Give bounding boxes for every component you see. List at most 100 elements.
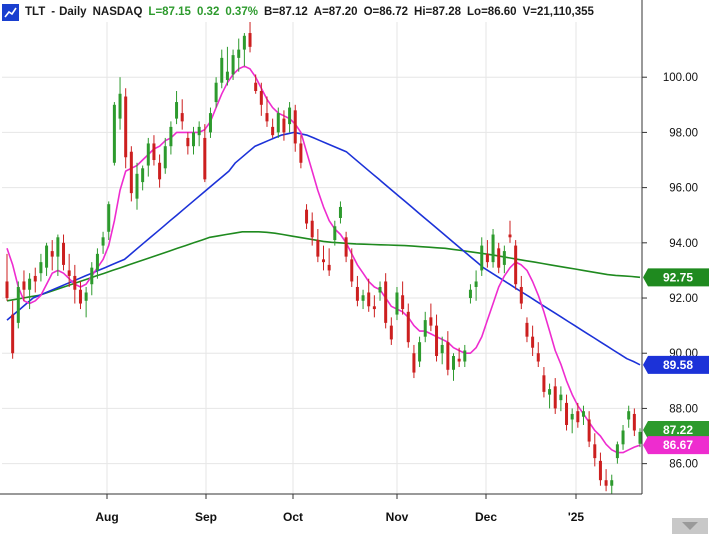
candle-body [525,322,529,337]
candle [95,248,99,279]
candle [124,88,128,169]
candle-body [95,253,99,271]
candle-body [418,342,422,362]
candle [587,411,591,448]
candle [338,201,342,224]
change-percent: 0.37% [225,6,258,18]
candle [180,99,184,130]
candle [203,124,207,183]
bid-price: B=87.12 [263,6,308,18]
candle-body [508,234,512,238]
candle [146,137,150,177]
candle-body [344,237,348,257]
candle [254,74,258,94]
candle [423,311,427,343]
candle [208,107,212,138]
candle-body [248,33,252,47]
candle-body [497,248,501,268]
candle-body [632,413,636,431]
candle-body [276,113,280,133]
candle [22,270,26,301]
candle-body [112,104,116,163]
candle-body [225,71,229,80]
value-tag-box [643,420,709,439]
x-tick-label: Sep [195,510,217,524]
value-tag-label: 89.58 [663,358,693,372]
candle [33,267,37,293]
candle-body [338,206,342,218]
candle [237,38,241,72]
candle-body [372,306,376,310]
candle [395,286,399,321]
last-price: L=87.15 [148,6,191,18]
y-tick-label: 88.00 [669,403,698,415]
candle-body [389,325,393,340]
value-tag-box [643,268,709,287]
x-axis-ticks: Aug Sep Oct Nov Dec '25 [95,494,584,524]
candle-body [446,342,450,370]
candle [463,344,467,368]
candle [367,278,371,312]
ma-short-line [6,65,641,454]
candle [497,242,501,274]
y-axis-ticks: 86.0088.0090.0092.0094.0096.0098.00100.0… [642,72,698,471]
scroll-arrow-icon[interactable] [672,518,708,534]
candle [231,49,235,80]
candle [451,353,455,381]
value-tag: 92.75 [643,268,709,287]
candle [118,77,122,130]
candle [418,336,422,368]
high-price: Hi=87.28 [414,6,462,18]
candle-body [265,113,269,122]
candle [593,433,597,467]
separator: - [51,6,56,18]
candle-body [423,320,427,337]
candle-body [45,245,49,268]
candle-body [367,292,371,307]
candle [576,402,580,428]
ma-short-series [6,65,641,454]
candle [56,234,60,276]
candle-body [350,259,354,282]
candle [553,378,557,414]
candle [107,201,111,241]
candle [632,408,636,437]
candle [112,102,116,166]
candle [214,77,218,108]
candle-body [474,281,478,287]
candle [90,262,94,296]
candle [50,240,54,271]
volume-value: V=21,110,355 [522,6,594,18]
candle [378,281,382,301]
candle-body [604,480,608,486]
candle [548,383,552,409]
candle-body [237,49,241,58]
candle-body [310,220,314,238]
candle [429,303,433,332]
symbol-label: TLT [25,6,46,18]
candle [45,242,49,276]
candle [401,281,405,315]
candle-body [78,289,82,304]
candle [175,91,179,125]
ma-mid-series [6,131,641,366]
y-tick-label: 92.00 [669,293,698,305]
chart-logo-icon[interactable] [2,3,19,21]
candle-body [615,444,619,459]
candle [259,82,263,116]
candle-body [480,245,484,271]
candle [276,107,280,138]
candle-body [598,460,602,481]
candle-body [327,264,331,271]
candle-body [28,278,32,290]
candle [384,273,388,329]
candle-body [16,286,20,323]
x-tick-label: Oct [283,510,303,524]
candle-body [107,204,111,232]
candle-body [593,444,597,459]
candle [457,347,461,368]
candle [186,132,190,155]
value-tag-label: 92.75 [663,270,693,284]
candle [491,229,495,268]
